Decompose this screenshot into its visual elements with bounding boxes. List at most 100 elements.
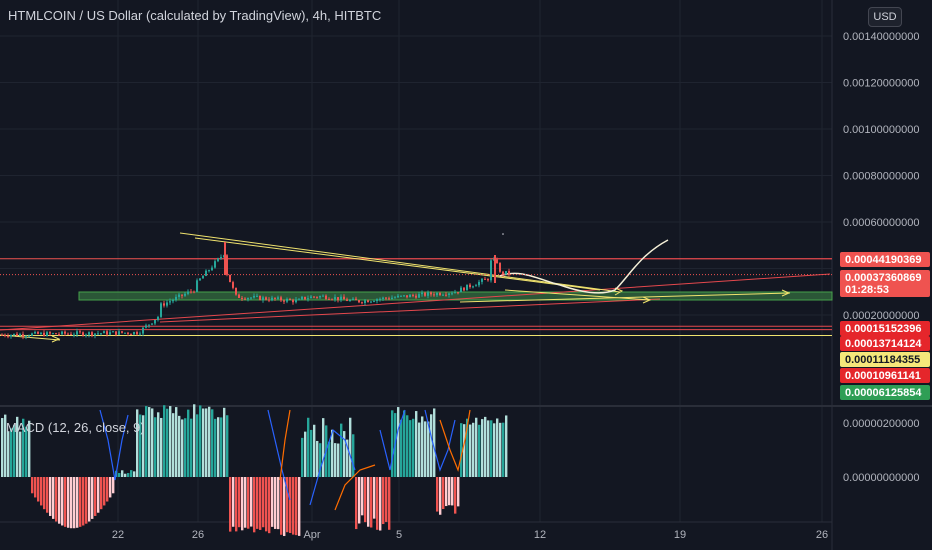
candle-body [247,298,249,300]
currency-button[interactable]: USD [868,7,902,27]
macd-histogram-bar [490,420,493,477]
macd-histogram-bar [454,477,457,514]
candle-body [16,333,18,336]
macd-line [99,409,129,481]
candle-body [364,300,366,303]
candle-body [13,333,15,335]
candle-body [319,296,321,298]
candle-body [46,332,48,336]
candle-body [415,295,417,298]
candle-body [388,298,390,300]
macd-histogram-bar [76,477,79,528]
candle-body [199,278,201,281]
candle-body [451,293,453,295]
macd-histogram-bar [70,477,73,529]
candle-body [175,296,177,301]
price-tick-label: 0.00020000000 [843,310,919,322]
macd-histogram-bar [1,418,4,477]
macd-histogram-bar [268,477,271,534]
macd-histogram-bar [187,409,190,477]
candle-body [487,279,489,281]
candle-body [463,287,465,291]
candle-body [28,335,30,337]
macd-histogram-bar [34,477,37,498]
candle-body [214,261,216,268]
macd-histogram-bar [466,418,469,477]
macd-histogram-bar [79,477,82,527]
price-badge-label: 0.00013714124 [845,338,922,350]
candle-body [103,331,105,334]
macd-histogram-bar [436,477,439,512]
price-tick-label: 0.00120000000 [843,78,919,90]
macd-histogram-bar [256,477,259,529]
macd-histogram-bar [247,477,250,529]
candle-body [460,287,462,293]
macd-histogram-bar [478,424,481,477]
macd-histogram-bar [97,477,100,513]
macd-histogram-bar [145,406,148,477]
candle-body [88,332,90,335]
macd-histogram-bar [328,441,331,477]
macd-histogram-bar [169,406,172,477]
macd-histogram-bar [136,409,139,477]
macd-line [424,409,456,472]
candle-body [301,296,303,300]
macd-histogram-bar [190,418,193,477]
candle-body [139,333,141,335]
candle-body [187,291,189,294]
candle-body [151,323,153,325]
macd-histogram-bar [175,407,178,477]
macd-histogram-bar [196,414,199,477]
macd-histogram-bar [82,477,85,526]
macd-histogram-bar [217,417,220,477]
macd-histogram-bar [493,423,496,477]
candle-body [328,298,330,300]
candle-body [421,292,423,295]
macd-histogram-bar [397,407,400,477]
macd-histogram-bar [424,421,427,477]
candle-body [100,333,102,335]
candle-body [292,299,294,303]
candle-body [385,297,387,299]
time-tick-label: 5 [396,529,402,541]
candle-body [190,291,192,293]
macd-histogram-bar [31,477,34,494]
macd-histogram-bar [58,477,61,524]
macd-histogram-bar [358,477,361,524]
price-badge-label: 0.00011184355 [845,354,920,366]
signal-line [279,409,291,481]
candle-body [445,294,447,296]
macd-histogram-bar [40,477,43,506]
macd-histogram-bar [349,417,352,477]
price-badge [840,270,930,285]
candle-body [424,292,426,296]
candle-body [439,293,441,296]
candle-body [376,299,378,302]
macd-line [267,409,291,501]
price-badge [840,336,930,351]
macd-histogram-bar [88,477,91,522]
candle-body [64,331,66,334]
candle-body [373,301,375,303]
candle-body [295,299,297,303]
trendline-red [0,273,831,331]
candle-body [307,298,309,300]
macd-histogram-bar [109,477,112,498]
candle-body [70,333,72,335]
macd-histogram-bar [400,419,403,477]
macd-histogram-bar [100,477,103,510]
macd-histogram-bar [220,417,223,477]
price-tick-label: 0.00140000000 [843,31,919,43]
macd-histogram-bar [283,477,286,537]
macd-histogram-bar [307,417,310,477]
candle-body [454,292,456,294]
macd-histogram-bar [433,408,436,477]
macd-histogram-bar [259,477,262,530]
candle-body [94,333,96,336]
candle-body [268,299,270,301]
macd-histogram-bar [373,477,376,519]
macd-histogram-bar [502,422,505,477]
macd-histogram-bar [181,419,184,477]
candle-body [280,297,282,301]
